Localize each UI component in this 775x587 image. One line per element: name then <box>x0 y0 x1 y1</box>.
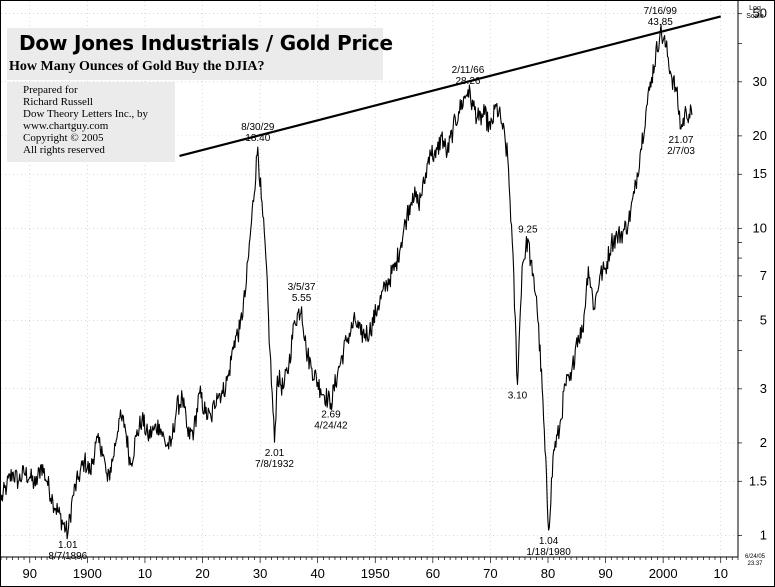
credit-line: Prepared for <box>23 84 78 96</box>
title-box: Dow Jones Industrials / Gold Price How M… <box>7 28 393 80</box>
last-date: 6/24/05 <box>744 554 766 560</box>
annotation-label: 8/7/1896 <box>48 551 87 562</box>
y-tick-label: 20 <box>753 128 767 143</box>
y-tick-label: 50 <box>753 6 767 21</box>
annotation-label: 21.07 <box>668 135 693 146</box>
annotation-label: 43.85 <box>648 17 673 28</box>
chart-title: Dow Jones Industrials / Gold Price <box>19 31 393 55</box>
annotation-label: 1.01 <box>58 540 78 551</box>
x-tick-label: 10 <box>713 566 727 581</box>
credit-line: Dow Theory Letters Inc., by <box>23 108 149 120</box>
y-tick-label: 1.5 <box>749 473 767 488</box>
x-tick-label: 20 <box>195 566 209 581</box>
last-value: 23.37 <box>747 561 763 567</box>
annotation-label: 1/18/1980 <box>526 547 571 558</box>
annotation-label: 2.69 <box>321 409 341 420</box>
annotation-label: 3.10 <box>508 390 528 401</box>
chart-subtitle: How Many Ounces of Gold Buy the DJIA? <box>9 59 265 74</box>
y-tick-label: 3 <box>760 381 767 396</box>
annotation-label: 7/16/99 <box>644 6 678 17</box>
y-tick-label: 15 <box>753 166 767 181</box>
credit-line: Richard Russell <box>23 96 93 108</box>
log-scale-note: Log Scale <box>739 5 771 21</box>
annotation-label: 2.01 <box>265 448 285 459</box>
x-tick-label: 40 <box>310 566 324 581</box>
y-tick-label: 10 <box>753 220 767 235</box>
y-tick-label: 2 <box>760 435 767 450</box>
y-tick-label: 30 <box>753 74 767 89</box>
annotation-label: 2/11/66 <box>452 65 485 76</box>
dow-gold-ratio-line <box>1 24 693 540</box>
credit-line: www.chartguy.com <box>23 120 109 132</box>
x-tick-label: 70 <box>483 566 497 581</box>
annotation-label: 1.04 <box>539 536 559 547</box>
credits-box: Prepared for Richard Russell Dow Theory … <box>7 82 175 162</box>
annotation-label: 8/30/29 <box>241 122 275 133</box>
resistance-trendline <box>179 15 722 158</box>
annotation-label: 18.40 <box>245 133 270 144</box>
log-scale-line: Scale <box>746 13 764 20</box>
log-scale-line: Log <box>749 5 761 12</box>
y-tick-label: 5 <box>760 313 767 328</box>
credit-line: All rights reserved <box>23 144 105 156</box>
annotation-label: 4/24/42 <box>314 420 348 431</box>
last-value-note: 6/24/05 23.37 <box>739 554 771 568</box>
annotation-label: 3/5/37 <box>288 282 316 293</box>
y-tick-label: 7 <box>760 268 767 283</box>
x-tick-label: 1950 <box>361 566 390 581</box>
x-tick-label: 10 <box>138 566 152 581</box>
x-tick-label: 90 <box>23 566 37 581</box>
y-tick-label: 1 <box>760 527 767 542</box>
annotation-label: 5.55 <box>292 293 312 304</box>
annotation-label: 28.26 <box>455 76 480 87</box>
annotation-label: 9.25 <box>518 225 538 236</box>
annotation-label: 2/7/03 <box>667 146 695 157</box>
x-tick-label: 30 <box>253 566 267 581</box>
x-tick-label: 60 <box>426 566 440 581</box>
annotation-label: 7/8/1932 <box>255 459 294 470</box>
credit-line: Copyright © 2005 <box>23 132 104 144</box>
x-tick-label: 90 <box>598 566 612 581</box>
x-tick-label: 2000 <box>649 566 678 581</box>
x-tick-label: 1900 <box>73 566 102 581</box>
x-tick-label: 80 <box>541 566 555 581</box>
